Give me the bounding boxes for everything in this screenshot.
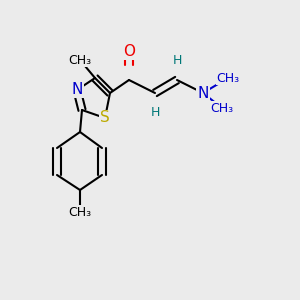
Text: CH₃: CH₃	[68, 53, 92, 67]
Text: N: N	[197, 85, 209, 100]
Text: S: S	[100, 110, 110, 125]
Text: N: N	[71, 82, 83, 98]
Text: CH₃: CH₃	[210, 101, 234, 115]
Text: O: O	[123, 44, 135, 59]
Text: H: H	[150, 106, 160, 119]
Text: CH₃: CH₃	[216, 71, 240, 85]
Text: CH₃: CH₃	[68, 206, 92, 218]
Text: H: H	[172, 53, 182, 67]
